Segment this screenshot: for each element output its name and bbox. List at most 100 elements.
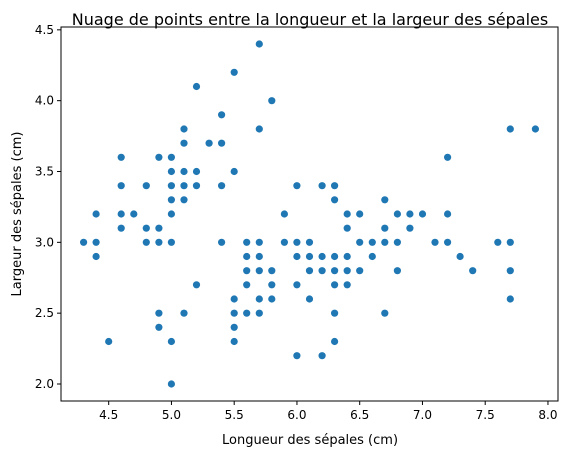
- data-point-58: [255, 40, 263, 48]
- data-point-28: [180, 182, 188, 190]
- data-point-25: [167, 153, 175, 161]
- data-point-5: [117, 224, 125, 232]
- data-point-54: [255, 267, 263, 275]
- data-point-105: [431, 238, 439, 246]
- chart-title: Nuage de points entre la longueur et la …: [72, 10, 548, 29]
- x-tick-label-7: 8.0: [538, 408, 557, 422]
- data-point-50: [243, 252, 251, 261]
- data-point-62: [268, 97, 276, 105]
- x-tick-label-1: 5.0: [162, 408, 181, 422]
- data-point-47: [243, 309, 251, 317]
- data-point-107: [444, 210, 452, 218]
- data-point-112: [506, 295, 514, 303]
- data-point-3: [92, 210, 100, 218]
- data-point-8: [117, 153, 125, 161]
- data-point-55: [255, 252, 263, 261]
- data-point-75: [318, 267, 326, 275]
- data-point-63: [280, 238, 288, 246]
- data-point-7: [117, 182, 125, 190]
- data-point-44: [230, 295, 238, 303]
- data-point-67: [293, 252, 301, 261]
- data-point-42: [230, 323, 238, 331]
- data-point-23: [167, 182, 175, 190]
- data-point-17: [155, 153, 163, 161]
- data-point-6: [117, 210, 125, 218]
- data-point-24: [167, 167, 175, 176]
- data-point-59: [268, 295, 276, 303]
- data-point-113: [506, 267, 514, 275]
- data-point-31: [180, 125, 188, 133]
- data-point-60: [268, 281, 276, 289]
- data-point-104: [418, 210, 427, 218]
- data-point-40: [218, 111, 226, 119]
- data-point-66: [293, 281, 301, 289]
- data-point-21: [167, 210, 175, 218]
- x-tick-label-3: 6.0: [287, 408, 306, 422]
- data-point-97: [381, 224, 389, 232]
- data-point-68: [293, 238, 301, 246]
- data-point-1: [92, 252, 100, 261]
- data-point-114: [506, 238, 514, 246]
- data-point-36: [205, 139, 213, 147]
- data-point-30: [180, 139, 188, 147]
- data-points: [80, 40, 540, 388]
- x-tick-label-5: 7.0: [413, 408, 432, 422]
- data-point-49: [243, 267, 251, 275]
- data-point-116: [531, 125, 540, 133]
- y-axis: 2.0 2.5 3.0 3.5 4.0 4.5: [35, 23, 61, 391]
- data-point-101: [393, 210, 401, 218]
- data-point-38: [218, 182, 226, 190]
- x-tick-label-4: 6.5: [350, 408, 369, 422]
- data-point-88: [343, 224, 351, 232]
- data-point-15: [155, 238, 163, 246]
- data-point-100: [393, 238, 401, 246]
- data-point-74: [318, 352, 326, 360]
- data-point-69: [293, 182, 301, 190]
- x-tick-label-2: 5.5: [225, 408, 244, 422]
- data-point-77: [318, 182, 326, 190]
- data-point-39: [218, 139, 226, 147]
- data-point-12: [142, 182, 150, 190]
- data-point-87: [343, 252, 351, 261]
- data-point-109: [456, 252, 464, 261]
- data-point-76: [318, 252, 326, 261]
- data-point-95: [381, 309, 389, 317]
- data-point-80: [331, 281, 339, 289]
- y-axis-label: Largeur des sépales (cm): [10, 132, 25, 297]
- data-point-92: [356, 210, 364, 218]
- data-point-71: [305, 267, 314, 275]
- data-point-53: [255, 295, 263, 303]
- data-point-84: [331, 182, 339, 190]
- x-axis-label: Longueur des sépales (cm): [222, 433, 398, 448]
- plot-frame: [60, 26, 559, 402]
- data-point-79: [331, 309, 339, 317]
- data-point-57: [255, 125, 263, 133]
- y-tick-label-5: 4.5: [35, 23, 54, 37]
- data-point-91: [356, 238, 364, 246]
- data-point-35: [192, 82, 201, 91]
- data-point-85: [343, 281, 351, 289]
- data-point-32: [192, 281, 201, 289]
- data-point-29: [180, 167, 188, 176]
- data-point-52: [255, 309, 263, 317]
- data-point-0: [80, 238, 88, 246]
- data-point-61: [268, 267, 276, 275]
- y-tick-label-3: 3.5: [35, 165, 54, 179]
- data-point-4: [105, 337, 113, 346]
- data-point-46: [230, 68, 238, 76]
- data-point-33: [192, 182, 201, 190]
- data-point-45: [230, 167, 238, 176]
- data-point-93: [368, 252, 376, 261]
- y-tick-label-2: 3.0: [35, 235, 54, 249]
- data-point-10: [142, 238, 150, 246]
- data-point-9: [130, 210, 138, 218]
- y-tick-label-1: 2.5: [35, 306, 54, 320]
- data-point-13: [155, 323, 163, 331]
- data-point-26: [180, 309, 188, 317]
- data-point-22: [167, 196, 175, 204]
- data-point-27: [180, 196, 188, 204]
- data-point-34: [192, 167, 201, 176]
- data-point-43: [230, 309, 238, 317]
- data-point-20: [167, 238, 175, 246]
